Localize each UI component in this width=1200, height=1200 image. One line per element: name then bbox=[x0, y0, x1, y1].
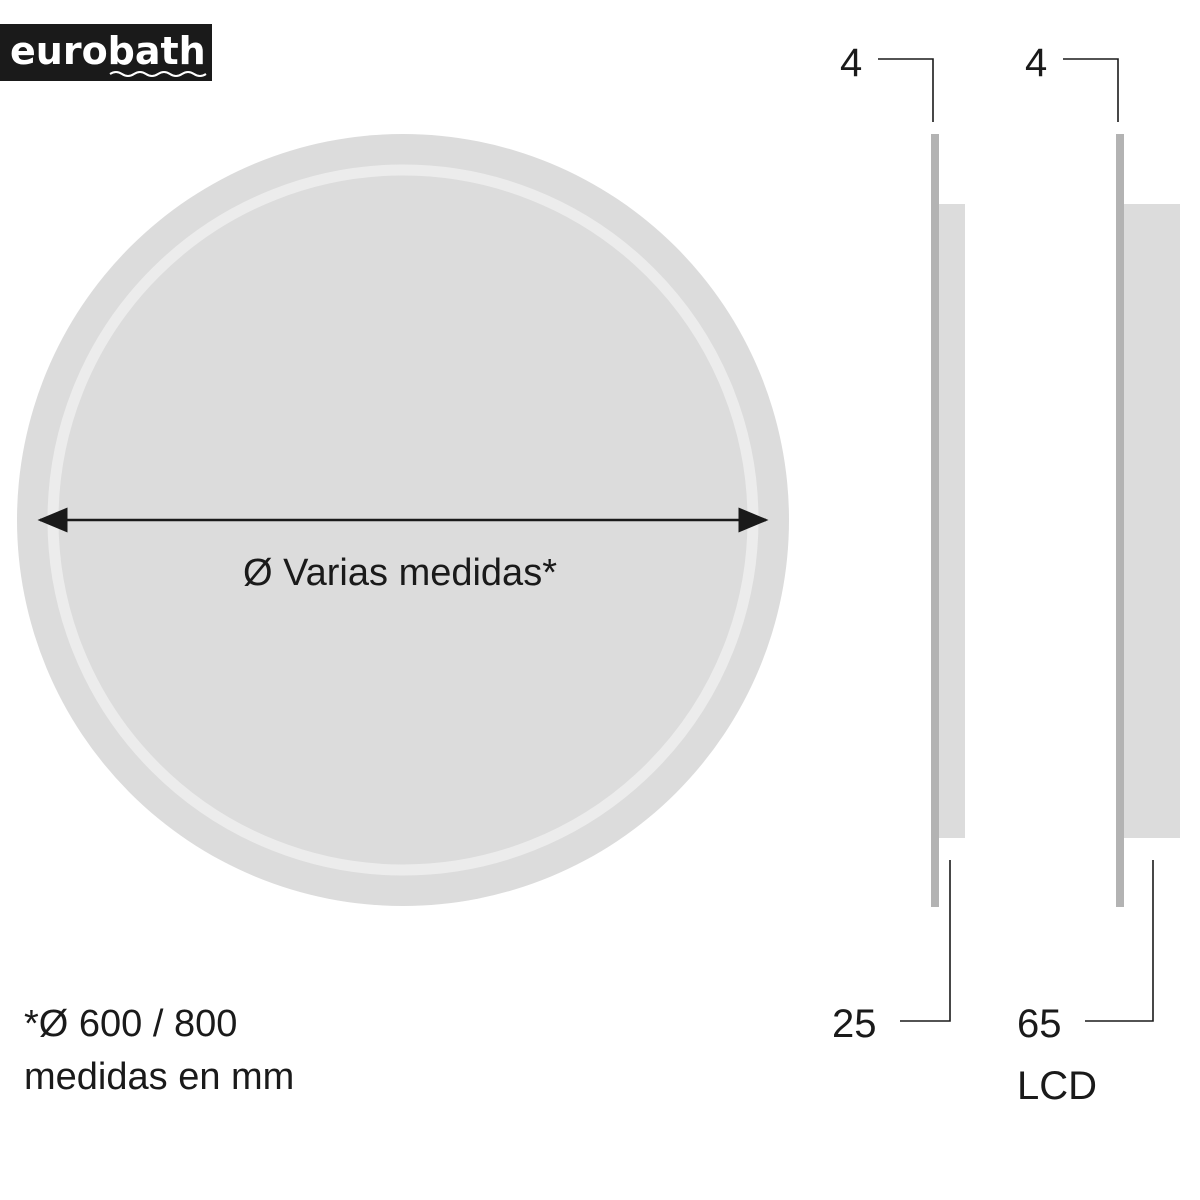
svg-text:eurobath: eurobath bbox=[10, 29, 206, 73]
svg-text:medidas en mm: medidas en mm bbox=[24, 1056, 294, 1098]
logo: eurobath bbox=[0, 24, 212, 81]
footnote: *Ø 600 / 800 medidas en mm bbox=[24, 1003, 294, 1098]
side-view-lcd: 4 65 LCD bbox=[1017, 41, 1180, 1108]
depth-label: 65 bbox=[1017, 1002, 1062, 1046]
diameter-label: Ø Varias medidas* bbox=[243, 552, 557, 594]
svg-text:*Ø 600 / 800: *Ø 600 / 800 bbox=[24, 1003, 237, 1045]
side-view-standard: 4 25 bbox=[832, 41, 965, 1046]
depth-label: 25 bbox=[832, 1002, 877, 1046]
mirror-front-view: Ø Varias medidas* bbox=[17, 134, 789, 906]
lcd-label: LCD bbox=[1017, 1064, 1097, 1108]
glass-thickness-label: 4 bbox=[840, 41, 862, 85]
glass-thickness-label: 4 bbox=[1025, 41, 1047, 85]
